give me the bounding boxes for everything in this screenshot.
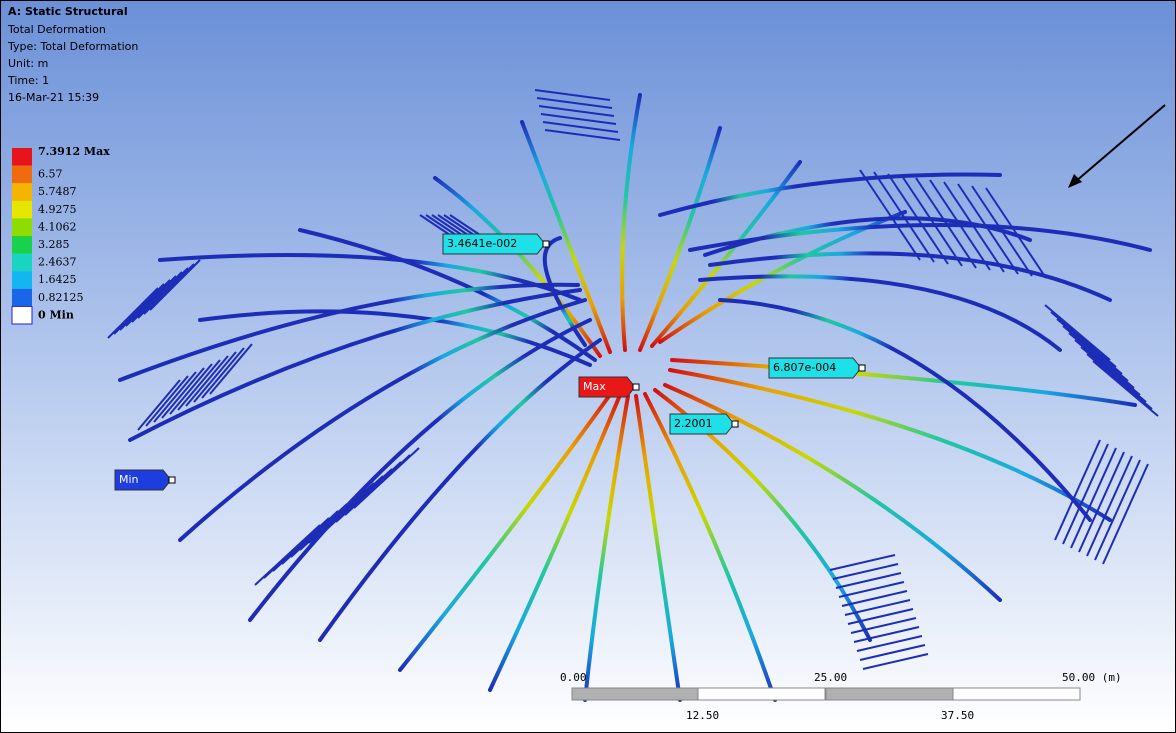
legend-label: 6.57: [38, 168, 63, 181]
probe-pin: [169, 477, 175, 483]
background: [1, 1, 1176, 733]
scale-segment: [698, 688, 825, 700]
probe-pin: [859, 365, 865, 371]
header-line: 16-Mar-21 15:39: [8, 91, 99, 104]
viewport: A: Static Structural Total Deformation Typ…: [0, 0, 1176, 733]
header-line: Total Deformation: [7, 23, 106, 36]
legend-swatch: [12, 254, 32, 272]
probe-label: 2.2001: [674, 417, 713, 430]
probe-label: 3.4641e-002: [447, 237, 517, 250]
probe-label: 6.807e-004: [773, 361, 836, 374]
legend-swatch: [12, 201, 32, 219]
probe-pin: [732, 421, 738, 427]
legend-label: 3.285: [38, 238, 70, 251]
legend-swatch: [12, 306, 32, 324]
legend-label: 2.4637: [38, 256, 77, 269]
legend-swatch: [12, 271, 32, 289]
probe-pin: [543, 241, 549, 247]
scale-segment: [826, 688, 953, 700]
scale-segment: [572, 688, 699, 700]
header-line: Time: 1: [7, 74, 49, 87]
legend-swatch: [12, 148, 32, 166]
probe-pin: [633, 384, 639, 390]
scale-segment: [953, 688, 1080, 700]
scale-label: 0.00: [560, 671, 587, 684]
header-line: Unit: m: [8, 57, 48, 70]
legend-label: 1.6425: [38, 273, 77, 286]
header-line: Type: Total Deformation: [7, 40, 138, 53]
probe-label: Max: [583, 380, 606, 393]
legend-label: 5.7487: [38, 185, 77, 198]
legend-swatch: [12, 183, 32, 201]
legend-swatch: [12, 166, 32, 184]
scale-label: 37.50: [941, 709, 974, 722]
header-title: A: Static Structural: [8, 5, 128, 18]
legend-label: 4.1062: [38, 220, 77, 233]
scale-label: 50.00 (m): [1062, 671, 1122, 684]
legend-label: 7.3912 Max: [38, 145, 110, 158]
legend-label: 0.82125: [38, 291, 84, 304]
legend-swatch: [12, 236, 32, 254]
scale-label: 12.50: [686, 709, 719, 722]
legend-label: 4.9275: [38, 203, 77, 216]
legend-swatch: [12, 289, 32, 307]
probe-label: Min: [119, 473, 139, 486]
scale-label: 25.00: [814, 671, 847, 684]
legend-label: 0 Min: [38, 308, 74, 321]
legend-swatch: [12, 218, 32, 236]
